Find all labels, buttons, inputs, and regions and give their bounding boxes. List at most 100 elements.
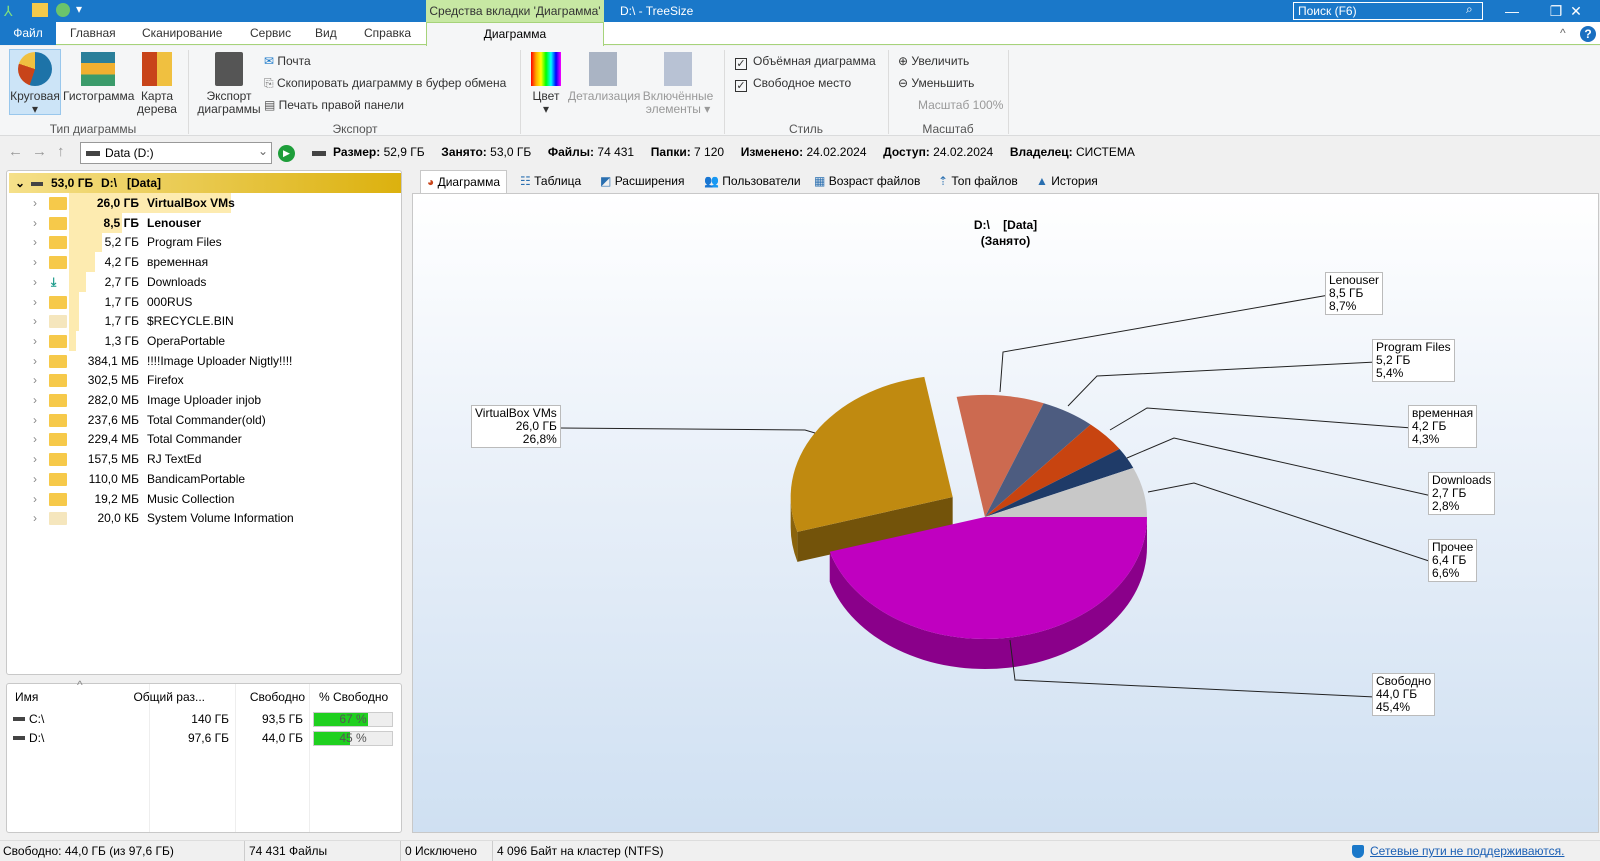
refresh-icon[interactable] bbox=[56, 3, 70, 17]
detail-button[interactable]: Детализация bbox=[568, 50, 640, 103]
tab-service[interactable]: Сервис bbox=[250, 26, 292, 40]
mail-button[interactable]: ✉ Почта bbox=[264, 51, 311, 71]
column-header-name[interactable]: Имя bbox=[15, 690, 39, 704]
expand-icon[interactable]: › bbox=[33, 432, 37, 447]
collapse-ribbon-icon[interactable]: ^ bbox=[1560, 26, 1566, 40]
drive-select[interactable]: Data (D:) bbox=[80, 142, 272, 164]
expand-icon[interactable]: › bbox=[33, 294, 37, 309]
network-paths-link[interactable]: Сетевые пути не поддерживаются. bbox=[1370, 844, 1565, 858]
3d-chart-checkbox[interactable]: ✓ Объёмная диаграмма bbox=[735, 51, 876, 71]
tree-item[interactable]: › 8,5 ГБ Lenouser bbox=[7, 212, 397, 233]
tree-root[interactable]: ⌄ 53,0 ГБ D:\ [Data] bbox=[9, 173, 401, 193]
collapse-icon[interactable]: ⌄ bbox=[15, 176, 26, 190]
tree-item[interactable]: › 1,7 ГБ 000RUS bbox=[7, 291, 397, 312]
search-icon[interactable]: ⌕ bbox=[1466, 2, 1473, 16]
tab-home[interactable]: Главная bbox=[70, 26, 116, 40]
folder-scan-icon[interactable] bbox=[32, 3, 48, 17]
expand-icon[interactable]: › bbox=[33, 452, 37, 467]
close-button[interactable]: ✕ bbox=[1570, 3, 1582, 19]
tab-file[interactable]: Файл bbox=[0, 22, 56, 45]
group-label-style: Стиль bbox=[788, 122, 824, 136]
expand-icon[interactable]: › bbox=[33, 274, 37, 289]
tree-item[interactable]: › 1,3 ГБ OperaPortable bbox=[7, 330, 397, 351]
tree-item[interactable]: › 229,4 МБ Total Commander bbox=[7, 429, 397, 449]
tree-item[interactable]: › 110,0 МБ BandicamPortable bbox=[7, 469, 397, 489]
folder-name: RJ TextEd bbox=[147, 452, 202, 467]
drives-list[interactable]: ^ Имя Общий раз... Свободно % Свободно C… bbox=[6, 678, 402, 833]
chevron-down-icon[interactable]: ⌄ bbox=[258, 144, 269, 158]
tab-chart[interactable]: Диаграмма bbox=[426, 22, 604, 46]
slice-label: Прочее 6,4 ГБ 6,6% bbox=[1428, 539, 1478, 582]
expand-icon[interactable]: › bbox=[33, 353, 37, 368]
column-header-total[interactable]: Общий раз... bbox=[133, 690, 205, 704]
expand-icon[interactable]: › bbox=[33, 196, 37, 210]
tree-item[interactable]: › 4,2 ГБ временная bbox=[7, 252, 397, 273]
search-input[interactable]: Поиск (F6) bbox=[1293, 2, 1483, 20]
print-panel-button[interactable]: ▤ Печать правой панели bbox=[264, 95, 404, 115]
zoom-in-button[interactable]: ⊕ Увеличить bbox=[898, 51, 969, 71]
free-space-checkbox[interactable]: ✓ Свободное место bbox=[735, 73, 851, 93]
column-header-free-pct[interactable]: % Свободно bbox=[319, 690, 389, 704]
tree-item[interactable]: › 20,0 КБ System Volume Information bbox=[7, 508, 397, 528]
pie-chart-button[interactable]: Круговая ▾ bbox=[9, 49, 61, 116]
maximize-button[interactable]: ❐ bbox=[1549, 3, 1563, 19]
zoom-out-button[interactable]: ⊖ Уменьшить bbox=[898, 73, 974, 93]
tab-scan[interactable]: Сканирование bbox=[142, 26, 223, 40]
expand-icon[interactable]: › bbox=[33, 333, 37, 348]
checkbox-checked-icon: ✓ bbox=[735, 58, 747, 70]
expand-icon[interactable]: › bbox=[33, 393, 37, 407]
quick-access-dropdown-icon[interactable]: ▾ bbox=[76, 2, 83, 16]
tree-item[interactable]: › 282,0 МБ Image Uploader injob bbox=[7, 390, 397, 410]
tree-item[interactable]: › 26,0 ГБ VirtualBox VMs bbox=[7, 193, 397, 213]
pie-icon: ◕ bbox=[427, 175, 435, 189]
expand-icon[interactable]: › bbox=[33, 255, 37, 270]
tree-item[interactable]: › 237,6 МБ Total Commander(old) bbox=[7, 410, 397, 430]
chart-tab[interactable]: ☷ Таблица bbox=[520, 170, 581, 192]
expand-icon[interactable]: › bbox=[33, 215, 37, 230]
back-icon[interactable]: ← bbox=[8, 143, 23, 160]
tree-item[interactable]: › 157,5 МБ RJ TextEd bbox=[7, 449, 397, 469]
tree-item[interactable]: › 1,7 ГБ $RECYCLE.BIN bbox=[7, 311, 397, 332]
checkbox-checked-icon: ✓ bbox=[735, 80, 747, 92]
scan-go-icon[interactable]: ▶ bbox=[278, 145, 295, 162]
mail-label: Почта bbox=[277, 54, 311, 68]
histogram-button[interactable]: Гистограмма bbox=[63, 50, 134, 103]
folder-tree[interactable]: ⌄ 53,0 ГБ D:\ [Data] › 26,0 ГБ VirtualBo… bbox=[6, 170, 402, 675]
expand-icon[interactable]: › bbox=[33, 412, 37, 427]
pie-slice-side bbox=[797, 497, 953, 562]
expand-icon[interactable]: › bbox=[33, 511, 37, 526]
chart-tab[interactable]: 👥 Пользователи bbox=[704, 170, 801, 192]
export-chart-button[interactable]: Экспорт диаграммы bbox=[196, 50, 262, 116]
tree-item[interactable]: › 19,2 МБ Music Collection bbox=[7, 489, 397, 509]
column-header-free[interactable]: Свободно bbox=[249, 690, 305, 704]
up-icon[interactable]: ↑ bbox=[57, 143, 65, 160]
expand-icon[interactable]: › bbox=[33, 235, 37, 250]
chart-tab[interactable]: ◕ Диаграмма bbox=[420, 170, 507, 194]
forward-icon[interactable]: → bbox=[32, 143, 47, 160]
expand-icon[interactable]: › bbox=[33, 471, 37, 486]
treemap-button[interactable]: Карта дерева bbox=[136, 50, 178, 116]
tab-help[interactable]: Справка bbox=[364, 26, 412, 40]
tree-item[interactable]: › 302,5 МБ Firefox bbox=[7, 370, 397, 390]
help-icon[interactable]: ? bbox=[1580, 26, 1596, 42]
tree-item[interactable]: › ⤓ 2,7 ГБ Downloads bbox=[7, 271, 397, 292]
status-excluded: 0 Исключено bbox=[400, 841, 477, 861]
expand-icon[interactable]: › bbox=[33, 314, 37, 329]
chart-tab[interactable]: ▲ История bbox=[1036, 170, 1098, 192]
chart-tab[interactable]: ⇡ Топ файлов bbox=[938, 170, 1018, 192]
expand-icon[interactable]: › bbox=[33, 491, 37, 506]
drive-row[interactable]: C:\ 140 ГБ 93,5 ГБ 67 % bbox=[7, 710, 401, 729]
chart-tab[interactable]: ▦ Возраст файлов bbox=[814, 170, 920, 192]
ribbon-tab-row bbox=[0, 22, 1600, 45]
tab-view[interactable]: Вид bbox=[315, 26, 337, 40]
copy-chart-button[interactable]: ⎘ Скопировать диаграмму в буфер обмена bbox=[264, 73, 506, 93]
included-elements-button[interactable]: Включённые элементы ▾ bbox=[640, 50, 716, 116]
tree-item[interactable]: › 384,1 МБ !!!!Image Uploader Nigtly!!!! bbox=[7, 351, 397, 371]
drive-row[interactable]: D:\ 97,6 ГБ 44,0 ГБ 45 % bbox=[7, 729, 401, 748]
chart-tab[interactable]: ◩ Расширения bbox=[600, 170, 684, 192]
minimize-button[interactable]: — bbox=[1505, 3, 1519, 19]
color-button[interactable]: Цвет ▾ bbox=[526, 50, 566, 116]
tree-item[interactable]: › 5,2 ГБ Program Files bbox=[7, 232, 397, 253]
expand-icon[interactable]: › bbox=[33, 373, 37, 388]
print-label: Печать правой панели bbox=[278, 98, 404, 112]
